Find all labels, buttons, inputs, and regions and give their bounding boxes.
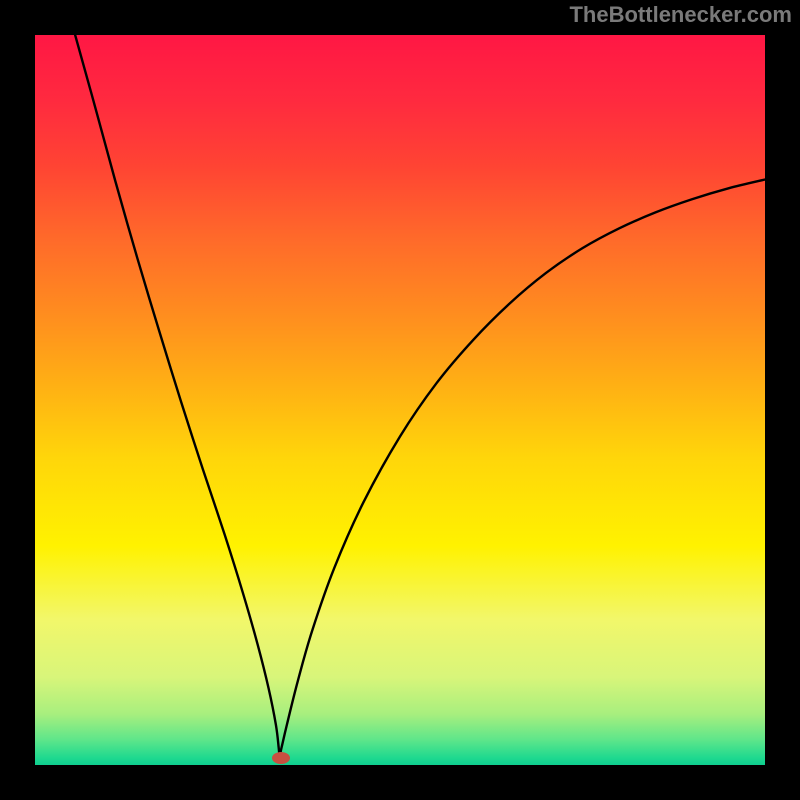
plot-background — [35, 35, 765, 765]
plot-svg — [35, 35, 765, 765]
watermark-text: TheBottlenecker.com — [569, 2, 792, 28]
chart-container: TheBottlenecker.com — [0, 0, 800, 800]
vertex-marker — [272, 752, 290, 764]
